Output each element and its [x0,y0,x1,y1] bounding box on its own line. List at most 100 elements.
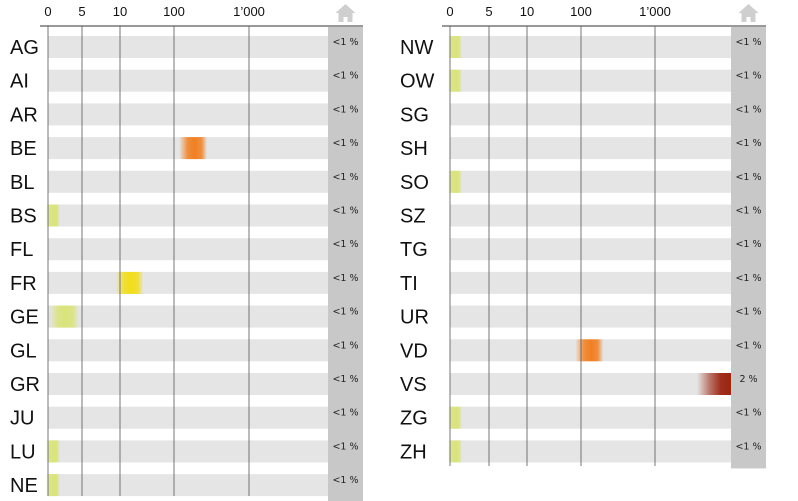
row-code-label: AI [10,71,29,93]
heat-mark [46,204,60,227]
row-code-label: VS [400,374,427,396]
share-label: <1 % [735,206,761,217]
row-code-label: FR [10,273,37,295]
row-code-label: SZ [400,206,426,228]
row-code-label: NE [10,475,38,497]
row-code-label: TG [400,239,428,261]
row-code-label: GL [10,340,37,362]
share-label: <1 % [332,340,358,351]
share-label: <1 % [332,374,358,385]
share-label: <1 % [332,239,358,250]
tick-label: 1’000 [639,4,671,19]
row-band [450,170,731,193]
tick-label: 100 [163,4,185,19]
row-code-label: GE [10,307,39,329]
row-code-label: SG [400,104,429,126]
row-code-label: UR [400,307,429,329]
row-band [450,373,731,395]
row-band [48,474,328,497]
share-label: 2 % [739,374,757,385]
row-band [450,103,731,126]
heat-mark [448,170,462,193]
row-code-label: OW [400,71,435,93]
row-band [48,271,328,294]
heat-mark [46,474,60,497]
row-band [48,204,328,227]
row-band [48,170,328,193]
share-label: <1 % [735,408,761,419]
share-label: <1 % [735,138,761,149]
row-band [450,271,731,294]
heat-mark [575,339,604,362]
row-code-label: LU [10,441,36,463]
row-code-label: BS [10,206,37,228]
share-label: <1 % [735,273,761,284]
row-code-label: NW [400,37,433,59]
row-band [450,305,731,328]
home-icon-shape [738,4,759,22]
row-code-label: TI [400,273,418,295]
row-code-label: SO [400,172,429,194]
share-label: <1 % [332,37,358,48]
row-band [48,69,328,92]
share-label: <1 % [332,273,358,284]
row-band [48,36,328,58]
row-band [450,137,731,160]
home-column [328,27,363,501]
heat-mark [115,271,144,294]
heat-mark [448,36,462,58]
share-label: <1 % [735,71,761,82]
row-code-label: JU [10,408,34,430]
share-label: <1 % [735,37,761,48]
share-label: <1 % [332,441,358,452]
share-label: <1 % [735,172,761,183]
tick-label: 0 [446,4,453,19]
home-icon-shape [335,4,356,22]
tick-label: 5 [485,4,492,19]
row-band [450,440,731,463]
share-label: <1 % [332,408,358,419]
tick-label: 100 [570,4,592,19]
row-band [48,103,328,126]
share-label: <1 % [735,441,761,452]
share-label: <1 % [735,307,761,318]
row-band [450,36,731,58]
home-icon [335,4,356,22]
tick-label: 10 [520,4,534,19]
share-label: <1 % [332,104,358,115]
heat-mark [448,440,462,463]
row-code-label: GR [10,374,40,396]
row-band [450,69,731,92]
heat-mark [697,373,731,395]
row-code-label: SH [400,138,428,160]
row-band [450,238,731,261]
row-band [48,406,328,429]
tick-label: 5 [78,4,85,19]
home-icon [738,4,759,22]
share-label: <1 % [735,239,761,250]
tick-label: 0 [44,4,51,19]
row-band [48,373,328,395]
row-band [48,339,328,362]
row-band [48,305,328,328]
share-label: <1 % [332,138,358,149]
heat-mark [179,137,208,160]
tick-label: 1’000 [233,4,265,19]
share-label: <1 % [735,104,761,115]
row-band [450,406,731,429]
tick-label: 10 [113,4,127,19]
row-code-label: BE [10,138,37,160]
heat-mark [49,305,79,328]
row-code-label: AG [10,37,39,59]
heat-mark [448,406,462,429]
row-band [48,440,328,463]
share-label: <1 % [332,475,358,486]
row-code-label: BL [10,172,34,194]
row-code-label: AR [10,104,38,126]
share-label: <1 % [332,307,358,318]
row-code-label: ZH [400,441,427,463]
row-code-label: VD [400,340,428,362]
heat-mark [448,69,462,92]
heat-mark [46,440,60,463]
